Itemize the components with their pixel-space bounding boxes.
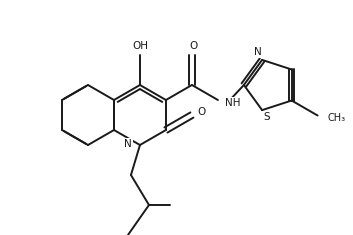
Text: O: O	[198, 107, 206, 117]
Text: CH₃: CH₃	[328, 113, 346, 122]
Text: S: S	[264, 112, 270, 122]
Text: OH: OH	[132, 41, 148, 51]
Text: N: N	[254, 47, 262, 57]
Text: NH: NH	[225, 98, 240, 108]
Text: N: N	[124, 139, 132, 149]
Text: O: O	[190, 41, 198, 51]
